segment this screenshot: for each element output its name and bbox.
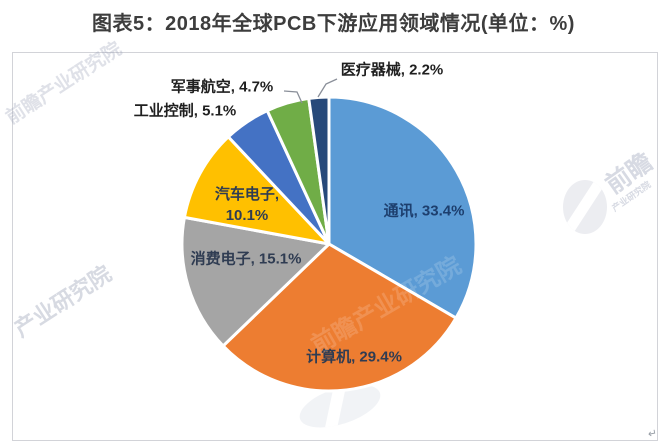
corner-mark: ↵ [647, 427, 659, 441]
slice-label-military-aerospace: 军事航空, 4.7% [170, 78, 274, 96]
pie-slice-group [180, 95, 478, 393]
leader-line-military-aerospace [283, 90, 303, 104]
slice-label-computers: 计算机, 29.4% [306, 348, 402, 366]
pie-slice-communications [327, 95, 478, 320]
leader-line-medical-devices [317, 78, 338, 98]
slice-label-communications: 通讯, 33.4% [383, 202, 465, 220]
slice-label-automotive-electronics: 汽车电子, 10.1% [214, 186, 280, 224]
chart-title: 图表5：2018年全球PCB下游应用领域情况(单位：%) [92, 13, 575, 35]
chart-frame-border [12, 52, 658, 441]
pie-slice-computers [221, 242, 458, 393]
pie-slice-consumer-electronics [180, 215, 331, 348]
slice-label-industrial-control: 工业控制, 5.1% [133, 102, 237, 120]
slice-label-medical-devices: 医疗器械, 2.2% [340, 61, 444, 79]
watermark-logo-icon [563, 180, 607, 234]
pie-slice-medical-devices [307, 95, 331, 246]
slice-label-consumer-electronics: 消费电子, 15.1% [190, 250, 302, 268]
pie-slice-automotive-electronics [182, 135, 331, 246]
